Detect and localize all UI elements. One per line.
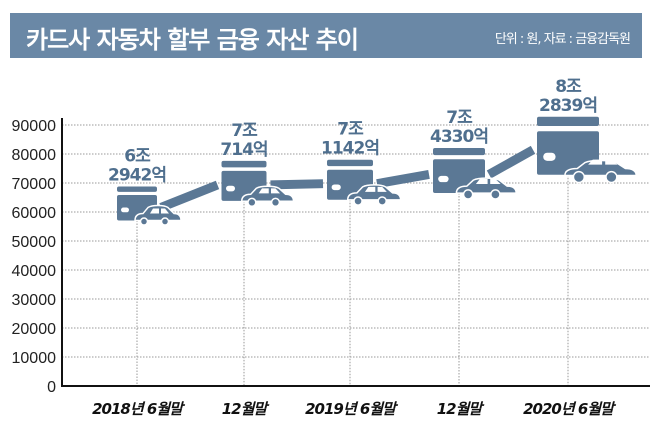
trend-connector xyxy=(486,145,536,179)
credit-card-with-car-icon xyxy=(327,159,402,206)
credit-card-with-car-icon xyxy=(221,160,295,208)
x-tick-label: 2020년 6월말 xyxy=(523,400,617,418)
y-tick-label: 30000 xyxy=(12,292,57,309)
x-tick-label: 12월말 xyxy=(222,400,271,418)
title-bar: 카드사 자동차 할부 금융 자산 추이 단위 : 원, 자료 : 금융감독원 xyxy=(10,13,642,58)
data-label-eok: 714억 xyxy=(220,140,267,160)
y-tick-label: 60000 xyxy=(12,205,57,222)
data-label-eok: 4330억 xyxy=(430,127,488,147)
data-label-jo: 7조 xyxy=(446,108,473,128)
credit-card-with-car-icon xyxy=(537,116,637,184)
x-tick-label: 2018년 6월말 xyxy=(92,400,186,418)
y-tick-label: 50000 xyxy=(12,234,57,251)
unit-source-note: 단위 : 원, 자료 : 금융감독원 xyxy=(494,32,631,47)
x-tick-label: 2019년 6월말 xyxy=(305,400,399,418)
chart-title: 카드사 자동차 할부 금융 자산 추이 xyxy=(26,26,359,54)
y-tick-label: 90000 xyxy=(12,118,57,135)
y-tick-label: 40000 xyxy=(12,263,57,280)
credit-card-with-car-icon xyxy=(433,147,517,200)
data-label-eok: 2839억 xyxy=(539,96,597,116)
y-tick-label: 70000 xyxy=(12,176,57,193)
data-label-jo: 7조 xyxy=(231,121,258,141)
x-tick-label: 12월말 xyxy=(437,400,486,418)
data-label-eok: 1142억 xyxy=(321,139,379,159)
data-label-jo: 7조 xyxy=(337,120,364,140)
trend-connector xyxy=(376,170,430,189)
y-tick-label: 10000 xyxy=(12,350,57,367)
trend-connector xyxy=(159,180,220,212)
data-label-eok: 2942억 xyxy=(108,165,166,185)
trend-connector xyxy=(270,179,324,190)
y-tick-label: 20000 xyxy=(12,321,57,338)
data-label-jo: 8조 xyxy=(555,77,582,97)
y-tick-label: 0 xyxy=(47,379,56,396)
data-label-jo: 6조 xyxy=(124,146,151,166)
credit-card-with-car-icon xyxy=(117,186,182,226)
y-tick-label: 80000 xyxy=(12,147,57,164)
